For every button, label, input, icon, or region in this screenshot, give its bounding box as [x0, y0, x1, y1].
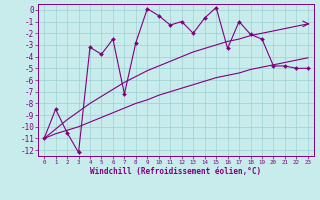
X-axis label: Windchill (Refroidissement éolien,°C): Windchill (Refroidissement éolien,°C) [91, 167, 261, 176]
